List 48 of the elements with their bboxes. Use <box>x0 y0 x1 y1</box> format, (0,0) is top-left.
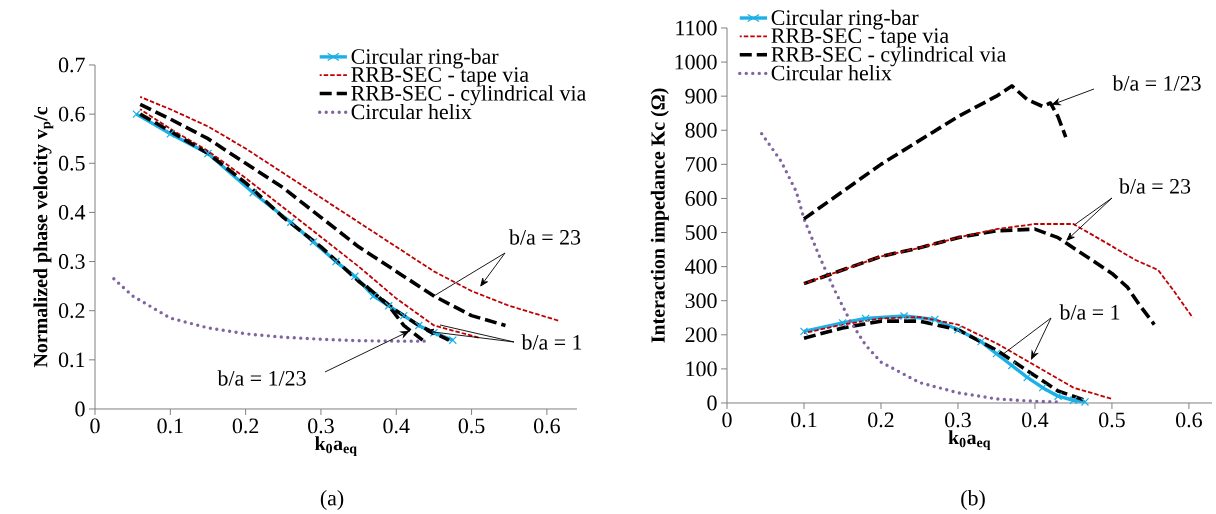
x-tick-label: 0.4 <box>383 418 410 434</box>
y-tick-label: 0.7 <box>58 57 85 73</box>
y-tick-label: 700 <box>686 156 717 172</box>
y-axis-title: Normalized phase velocity v$_{p}$/c <box>33 106 54 368</box>
annotation: b/a = 1 <box>1059 304 1120 320</box>
y-tick-label: 500 <box>685 225 717 240</box>
y-tick-label: 1000 <box>675 54 717 70</box>
x-tick-label: 0.2 <box>868 412 894 428</box>
y-axis-title: Interaction impedance Kc (Ω) <box>650 88 669 343</box>
y-tick-label: 0.5 <box>58 155 85 171</box>
y-tick-label: 300 <box>685 293 717 309</box>
x-tick-label: 0 <box>722 412 732 428</box>
y-tick-label: 800 <box>685 122 717 138</box>
x-tick-label: 0.3 <box>945 412 971 428</box>
x-axis-title: k$_{0}$a$_{eq}$ <box>315 436 357 457</box>
legend-label: Circular helix <box>351 103 472 120</box>
y-tick-label: 100 <box>686 361 717 377</box>
x-tick-label: 0.6 <box>534 418 560 434</box>
x-tick-label: 0.5 <box>458 418 485 434</box>
annotation: b/a = 1/23 <box>1112 75 1201 91</box>
x-tick-label: 0.4 <box>1022 412 1049 428</box>
x-tick-label: 0.1 <box>157 418 183 434</box>
x-tick-label: 0.1 <box>791 412 817 428</box>
y-tick-label: 0.4 <box>58 204 86 220</box>
y-tick-label: 0.6 <box>58 106 85 122</box>
annotation: b/a = 1 <box>521 334 582 350</box>
text: (a) <box>320 490 344 510</box>
annotation: b/a = 23 <box>509 229 581 245</box>
y-tick-label: 0.1 <box>58 352 85 368</box>
annotation: b/a = 1/23 <box>217 370 306 386</box>
y-tick-label: 0 <box>707 395 717 411</box>
y-tick-label: 600 <box>685 191 717 206</box>
y-tick-label: 1100 <box>676 20 717 36</box>
x-tick-label: 0.2 <box>232 418 259 434</box>
y-tick-label: 400 <box>685 259 717 275</box>
annotation: b/a = 23 <box>1118 178 1191 194</box>
x-axis-title: k$_{0}$a$_{eq}$ <box>948 430 991 451</box>
x-tick-label: 0.6 <box>1176 412 1202 428</box>
y-tick-label: 200 <box>685 327 717 343</box>
x-tick-label: 0 <box>90 418 100 434</box>
y-tick-label: 900 <box>685 88 717 104</box>
legend-label: Circular helix <box>771 65 892 81</box>
y-tick-label: 0 <box>75 401 85 417</box>
text: (b) <box>961 490 985 510</box>
x-tick-label: 0.3 <box>308 418 334 434</box>
y-tick-label: 0.3 <box>58 254 85 269</box>
x-tick-label: 0.5 <box>1099 412 1125 428</box>
y-tick-label: 0.2 <box>58 303 85 319</box>
